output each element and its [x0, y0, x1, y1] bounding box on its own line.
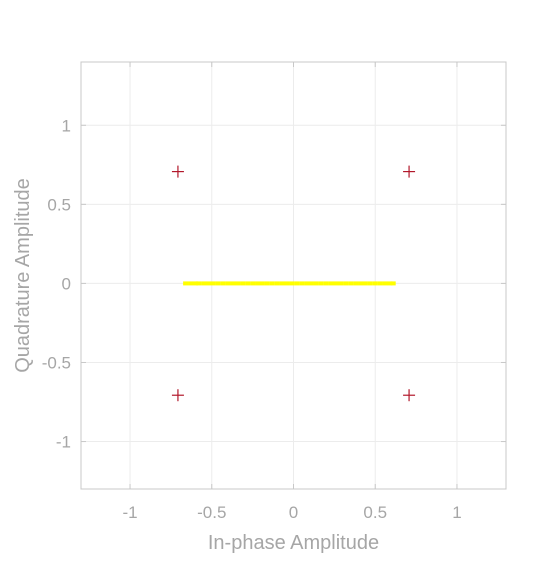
y-tick-label: -0.5 [42, 353, 71, 372]
reference-constellation-point [403, 165, 416, 178]
y-tick-label: -1 [56, 433, 71, 452]
y-tick-label: 0 [62, 274, 71, 293]
received-signal-point [313, 281, 319, 286]
x-tick-label: -0.5 [197, 503, 226, 522]
received-signal-point [333, 281, 339, 286]
received-signal-point [318, 281, 324, 286]
received-signal-point [328, 281, 334, 286]
received-signal-point [362, 281, 368, 286]
received-signal-point [299, 281, 305, 286]
received-signal-point [353, 281, 359, 286]
received-signal-point [289, 281, 295, 286]
received-signal-point [235, 281, 241, 286]
received-signal-point [250, 281, 256, 286]
received-signal-point [294, 281, 300, 286]
received-signal-point [274, 281, 280, 286]
y-tick-label: 1 [62, 116, 71, 135]
x-tick-label: 0 [289, 503, 298, 522]
received-signal-point [183, 281, 189, 286]
received-signal-point [196, 281, 202, 286]
received-signal-point [377, 281, 383, 286]
x-tick-label: 0.5 [363, 503, 387, 522]
received-signal-point [390, 281, 396, 286]
x-tick-label: -1 [122, 503, 137, 522]
received-signal-point [372, 281, 378, 286]
received-signal-point [259, 281, 265, 286]
received-signal-point [255, 281, 261, 286]
received-signal-point [230, 281, 236, 286]
received-signal-point [206, 281, 211, 286]
received-signal-point [215, 281, 221, 286]
ticks: -1 -0.5 0 0.5 1 -1 -0.5 0 0.5 1 [42, 62, 506, 522]
received-signal-point [284, 281, 290, 286]
received-signal-point [188, 281, 194, 286]
reference-constellation-point [171, 165, 184, 178]
received-signal-point [358, 281, 364, 286]
received-signal-point [240, 281, 246, 286]
received-signal-point [338, 281, 344, 286]
received-signal-point [279, 281, 285, 286]
received-signal-point [269, 281, 275, 286]
received-signal-point [210, 281, 216, 286]
received-signal-point [192, 281, 198, 286]
received-signal-point [201, 281, 207, 286]
received-signal-point [220, 281, 226, 286]
received-signal-point [225, 281, 231, 286]
received-signal-point [308, 281, 314, 286]
received-signal-point [304, 281, 310, 286]
received-signal-point [382, 281, 388, 286]
x-axis-label: In-phase Amplitude [208, 532, 379, 554]
x-tick-label: 1 [452, 503, 461, 522]
y-tick-label: 0.5 [47, 195, 71, 214]
received-signal-point [245, 281, 251, 286]
received-signal-point [343, 281, 349, 286]
y-axis-label: Quadrature Amplitude [12, 178, 34, 373]
received-signal-point [348, 281, 354, 286]
received-signal-point [264, 281, 270, 286]
received-signal-point [387, 281, 393, 286]
data-points [171, 165, 416, 402]
received-signal-point [367, 281, 373, 286]
reference-constellation-point [403, 389, 416, 402]
grid [81, 62, 506, 489]
received-signal-point [323, 281, 329, 286]
reference-constellation-point [171, 389, 184, 402]
